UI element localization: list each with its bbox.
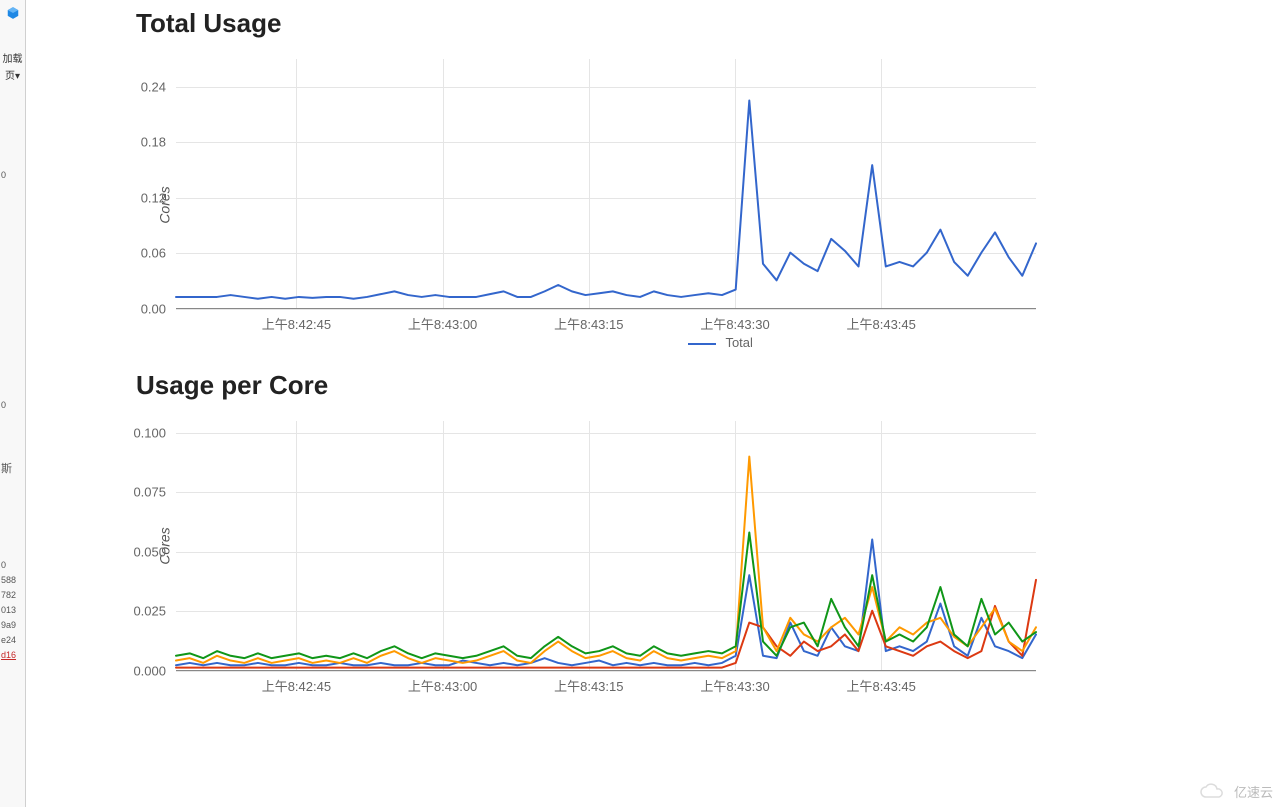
sidebar-list-item: 013 xyxy=(1,605,16,615)
sidebar-list-item: 9a9 xyxy=(1,620,16,630)
sidebar: 加载 页▾ 0 0 斯 0 588 782 013 9a9 e24 d16 xyxy=(0,0,26,807)
xtick-label: 上午8:43:45 xyxy=(847,670,916,695)
legend-swatch xyxy=(688,343,716,345)
legend: Total xyxy=(176,335,1265,350)
sidebar-label-1: 加载 xyxy=(3,50,23,65)
xtick-label: 上午8:42:45 xyxy=(262,308,331,333)
chart-usage-per-core: Cores 0.0000.0250.0500.0750.100上午8:42:45… xyxy=(176,421,1265,671)
xtick-label: 上午8:43:30 xyxy=(700,308,769,333)
sidebar-list-item: e24 xyxy=(1,635,16,645)
ytick-label: 0.075 xyxy=(133,485,176,500)
watermark: 亿速云 xyxy=(1198,782,1273,801)
sidebar-tick: 0 xyxy=(1,400,6,410)
ytick-label: 0.18 xyxy=(141,135,176,150)
sidebar-list-item: 0 xyxy=(1,560,6,570)
series-core0 xyxy=(176,540,1036,666)
series-Total xyxy=(176,101,1036,299)
plot-area: 0.000.060.120.180.24上午8:42:45上午8:43:00上午… xyxy=(176,59,1036,309)
sidebar-tick: 斯 xyxy=(1,460,12,476)
chart-lines xyxy=(176,421,1036,670)
ytick-label: 0.00 xyxy=(141,302,176,317)
xtick-label: 上午8:43:30 xyxy=(700,670,769,695)
ytick-label: 0.06 xyxy=(141,246,176,261)
xtick-label: 上午8:43:00 xyxy=(408,308,477,333)
ytick-label: 0.000 xyxy=(133,664,176,679)
cube-icon xyxy=(6,6,20,20)
sidebar-list-item: 588 xyxy=(1,575,16,585)
series-core3 xyxy=(176,532,1036,658)
legend-label: Total xyxy=(725,335,752,350)
sidebar-label-2: 页▾ xyxy=(5,67,20,82)
ytick-label: 0.12 xyxy=(141,190,176,205)
series-core2 xyxy=(176,457,1036,663)
xtick-label: 上午8:43:45 xyxy=(847,308,916,333)
content: Total Usage Cores 0.000.060.120.180.24上午… xyxy=(26,0,1285,807)
plot-area: 0.0000.0250.0500.0750.100上午8:42:45上午8:43… xyxy=(176,421,1036,671)
ytick-label: 0.24 xyxy=(141,79,176,94)
ytick-label: 0.100 xyxy=(133,425,176,440)
xtick-label: 上午8:43:00 xyxy=(408,670,477,695)
chart-total-usage: Cores 0.000.060.120.180.24上午8:42:45上午8:4… xyxy=(176,59,1265,350)
chart-title-total: Total Usage xyxy=(136,8,1265,39)
ytick-label: 0.025 xyxy=(133,604,176,619)
xtick-label: 上午8:43:15 xyxy=(554,308,623,333)
sidebar-tick: 0 xyxy=(1,170,6,180)
chart-lines xyxy=(176,59,1036,308)
ytick-label: 0.050 xyxy=(133,544,176,559)
watermark-text: 亿速云 xyxy=(1234,782,1273,801)
xtick-label: 上午8:43:15 xyxy=(554,670,623,695)
chart-title-percore: Usage per Core xyxy=(136,370,1265,401)
xtick-label: 上午8:42:45 xyxy=(262,670,331,695)
sidebar-list-item: 782 xyxy=(1,590,16,600)
cloud-icon xyxy=(1198,783,1228,801)
sidebar-list-item[interactable]: d16 xyxy=(1,650,16,660)
